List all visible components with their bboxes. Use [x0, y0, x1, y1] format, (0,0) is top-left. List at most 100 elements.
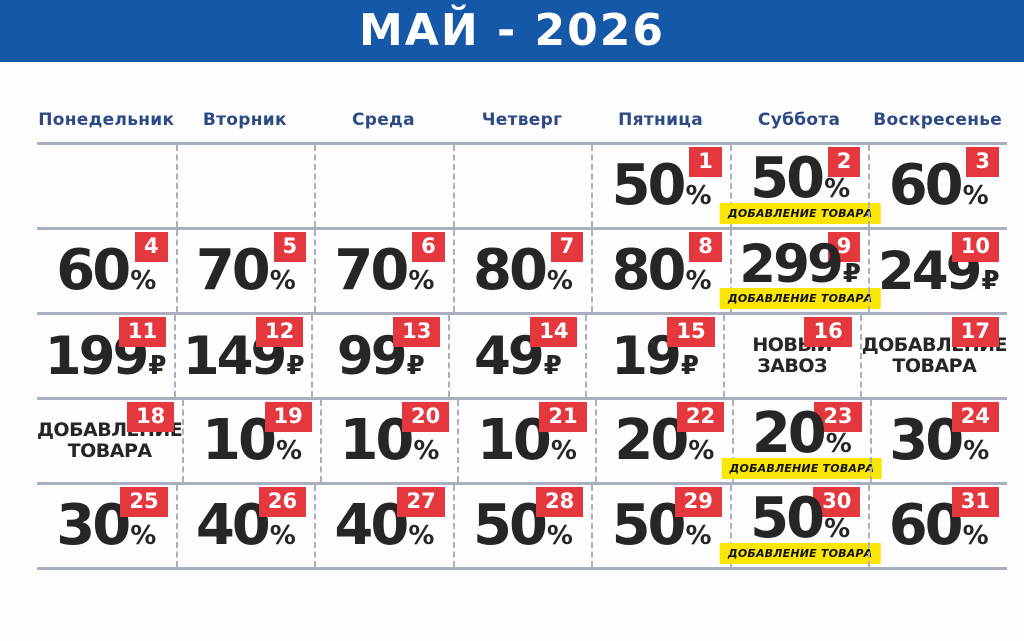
value-suffix: %	[962, 521, 989, 551]
value-suffix: %	[546, 521, 573, 551]
weekday-label-1: Понедельник	[38, 110, 175, 130]
cell-value: 99 ₽	[337, 330, 425, 383]
page-title: МАЙ - 2026	[358, 5, 666, 56]
date-badge: 17	[951, 317, 999, 347]
week-row-4: 18 ДОБАВЛЕНИЕ ТОВАРА 19 10 % 20 10 % 21 1…	[37, 397, 1007, 482]
value-number: 60	[888, 153, 964, 218]
value-suffix: %	[962, 181, 989, 211]
date-badge: 23	[814, 402, 862, 432]
day-cell-6: 6 70 %	[314, 230, 453, 312]
week-row-3: 11 199 ₽ 12 149 ₽ 13 99 ₽ 14 49 ₽	[37, 312, 1008, 397]
value-number: 80	[611, 238, 687, 303]
date-badge: 1	[689, 147, 722, 177]
product-add-label: ДОБАВЛЕНИЕ ТОВАРА	[719, 288, 881, 309]
day-cell-31: 31 60 %	[868, 485, 1007, 567]
weekday-label-7: Воскресенье	[873, 110, 1003, 130]
day-cell-14: 14 49 ₽	[448, 315, 585, 397]
value-number: 40	[334, 493, 409, 558]
cell-value: 60 %	[889, 498, 989, 554]
date-badge: 31	[951, 487, 999, 517]
day-cell-24: 24 30 %	[869, 400, 1007, 482]
weekday-label-6: Суббота	[757, 110, 841, 130]
day-cell-23: 23 20 % ДОБАВЛЕНИЕ ТОВАРА	[721, 400, 883, 482]
cell-value: 50 %	[612, 158, 712, 214]
date-badge: 27	[397, 487, 445, 517]
day-cell-15: 15 19 ₽	[585, 315, 722, 397]
day-cell-29: 29 50 %	[591, 485, 730, 567]
day-cell-empty	[175, 145, 315, 227]
date-badge: 8	[689, 232, 722, 262]
date-badge: 2	[827, 147, 861, 177]
day-cell-10: 10 249 ₽	[868, 230, 1007, 312]
cell-value: 70 %	[334, 243, 434, 299]
calendar-grid: 1 50 % 2 50 % ДОБАВЛЕНИЕ ТОВАРА 3 60 % 4…	[37, 142, 1008, 570]
value-suffix: %	[546, 266, 573, 296]
date-badge: 18	[127, 402, 175, 432]
value-suffix: ₽	[543, 350, 562, 381]
value-suffix: %	[685, 521, 712, 551]
value-suffix: %	[825, 429, 852, 459]
day-cell-1: 1 50 %	[591, 145, 730, 227]
day-cell-17: 17 ДОБАВЛЕНИЕ ТОВАРА	[859, 315, 1008, 397]
date-badge: 16	[804, 317, 852, 347]
value-number: 30	[889, 408, 964, 473]
value-suffix: %	[688, 436, 715, 466]
date-badge: 5	[273, 232, 307, 262]
day-cell-7: 7 80 %	[452, 230, 592, 312]
day-cell-27: 27 40 %	[314, 485, 453, 567]
week-row-2: 4 60 % 5 70 % 6 70 % 7 80 %	[37, 227, 1007, 312]
value-number: 80	[472, 238, 548, 303]
value-suffix: ₽	[680, 350, 699, 381]
day-cell-19: 19 10 %	[182, 400, 319, 482]
value-suffix: %	[269, 266, 296, 296]
value-suffix: ₽	[981, 265, 1000, 296]
date-badge: 22	[676, 402, 725, 432]
day-cell-empty	[452, 145, 592, 227]
value-number: 70	[334, 238, 409, 303]
date-badge: 21	[539, 402, 587, 432]
cell-value: 60 %	[889, 158, 989, 214]
value-suffix: %	[550, 436, 577, 466]
day-cell-4: 4 60 %	[37, 230, 176, 312]
date-badge: 20	[401, 402, 450, 432]
value-suffix: ₽	[406, 350, 425, 381]
value-number: 50	[472, 493, 548, 558]
date-badge: 3	[966, 147, 999, 177]
date-badge: 29	[674, 487, 722, 517]
weekday-label-4: Четверг	[481, 110, 563, 130]
day-cell-26: 26 40 %	[175, 485, 315, 567]
cell-value: 40 %	[196, 498, 296, 554]
value-suffix: ₽	[842, 258, 861, 289]
day-cell-12: 12 149 ₽	[174, 315, 311, 397]
cell-value: 50 %	[750, 491, 850, 547]
cell-value: 50 %	[473, 498, 573, 554]
date-badge: 6	[412, 232, 445, 262]
cell-value: 30 %	[889, 413, 989, 469]
day-cell-3: 3 60 %	[868, 145, 1007, 227]
date-badge: 19	[264, 402, 312, 432]
date-badge: 10	[951, 232, 999, 262]
date-badge: 26	[258, 487, 307, 517]
day-cell-25: 25 30 %	[37, 485, 176, 567]
value-suffix: %	[408, 521, 435, 551]
value-number: 60	[56, 238, 131, 303]
value-suffix: %	[685, 266, 712, 296]
value-suffix: %	[130, 266, 157, 296]
day-cell-8: 8 80 %	[591, 230, 730, 312]
value-number: 20	[614, 408, 689, 473]
day-cell-22: 22 20 %	[594, 400, 732, 482]
value-suffix: %	[413, 436, 440, 466]
date-badge: 15	[667, 317, 715, 347]
date-badge: 11	[118, 317, 167, 347]
value-suffix: %	[130, 521, 157, 551]
cell-value: 80 %	[473, 243, 573, 299]
weekday-row: Понедельник Вторник Среда Четверг Пятниц…	[37, 110, 1007, 130]
cell-value: 30 %	[56, 498, 156, 554]
cell-value: 20 %	[614, 413, 714, 469]
cell-value: 10 %	[477, 413, 577, 469]
date-badge: 13	[393, 317, 441, 347]
cell-value: 50 %	[612, 498, 712, 554]
date-badge: 7	[550, 232, 584, 262]
cell-value: 60 %	[56, 243, 156, 299]
week-row-1: 1 50 % 2 50 % ДОБАВЛЕНИЕ ТОВАРА 3 60 %	[37, 142, 1007, 227]
